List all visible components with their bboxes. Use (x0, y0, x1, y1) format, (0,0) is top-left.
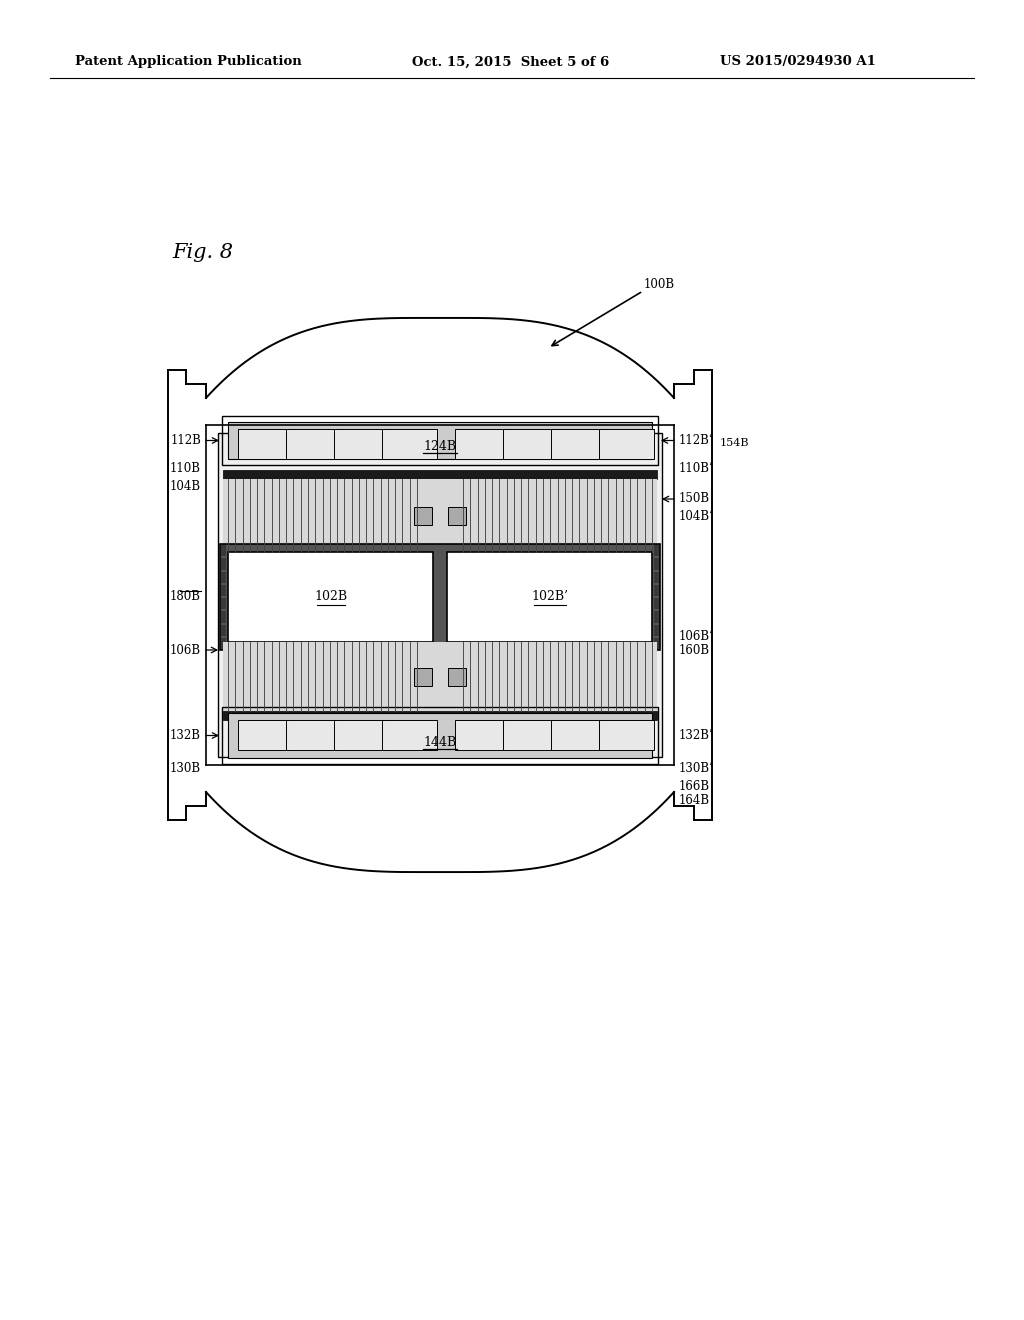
Bar (503, 719, 558, 750)
Bar (654, 558, 659, 569)
Text: 164B: 164B (679, 793, 710, 807)
Text: Patent Application Publication: Patent Application Publication (75, 55, 302, 69)
Text: 132B: 132B (170, 729, 201, 742)
Bar (228, 713, 652, 758)
Bar (654, 585, 659, 597)
Bar (414, 507, 432, 524)
Text: 100B: 100B (644, 279, 675, 292)
Bar (223, 470, 657, 479)
Text: Fig. 8: Fig. 8 (172, 243, 233, 261)
Bar (654, 598, 659, 610)
Bar (286, 429, 341, 459)
Bar (599, 429, 654, 459)
Bar (286, 719, 341, 750)
Bar (238, 429, 293, 459)
Text: 110B’: 110B’ (679, 462, 714, 475)
Text: 104B: 104B (170, 480, 201, 494)
Bar (382, 719, 437, 750)
Bar (447, 552, 652, 642)
Bar (228, 422, 652, 459)
Bar (221, 598, 226, 610)
Bar (654, 545, 659, 556)
Bar (654, 611, 659, 623)
Bar (221, 624, 226, 636)
Bar (220, 544, 660, 649)
Bar (221, 585, 226, 597)
Bar (551, 429, 606, 459)
Text: 132B’: 132B’ (679, 729, 714, 742)
Bar (654, 638, 659, 649)
Bar (228, 552, 433, 642)
Bar (654, 572, 659, 582)
Text: 102B’: 102B’ (531, 590, 568, 603)
Bar (334, 429, 389, 459)
Bar (334, 719, 389, 750)
Text: 102B: 102B (314, 590, 347, 603)
Bar (503, 429, 558, 459)
Text: 130B: 130B (170, 762, 201, 775)
Bar (223, 479, 657, 552)
Bar (221, 611, 226, 623)
Text: 104B’: 104B’ (679, 511, 714, 524)
Text: 106B’: 106B’ (679, 631, 714, 644)
Bar (654, 624, 659, 636)
Bar (382, 429, 437, 459)
Bar (449, 668, 466, 685)
Bar (551, 719, 606, 750)
Bar (455, 719, 510, 750)
Bar (223, 711, 657, 719)
Bar (414, 668, 432, 685)
Bar (218, 433, 662, 756)
Bar (222, 708, 658, 764)
Bar (599, 719, 654, 750)
Text: 166B: 166B (679, 780, 710, 792)
Bar (222, 416, 658, 465)
Bar (221, 545, 226, 556)
Text: 112B: 112B (170, 434, 201, 447)
Text: US 2015/0294930 A1: US 2015/0294930 A1 (720, 55, 876, 69)
Text: 180B: 180B (170, 590, 201, 603)
Text: 124B: 124B (424, 441, 457, 454)
Bar (455, 429, 510, 459)
Text: 112B’: 112B’ (679, 434, 714, 447)
Text: 144B: 144B (423, 737, 457, 750)
Bar (223, 642, 657, 711)
Bar (449, 507, 466, 524)
Bar (238, 719, 293, 750)
Bar (221, 572, 226, 582)
Text: 106B: 106B (170, 644, 201, 656)
Text: 150B: 150B (679, 492, 710, 506)
Bar (221, 558, 226, 569)
Text: 110B: 110B (170, 462, 201, 475)
Bar (221, 638, 226, 649)
Text: 154B: 154B (720, 438, 750, 447)
Text: 160B: 160B (679, 644, 710, 656)
Text: Oct. 15, 2015  Sheet 5 of 6: Oct. 15, 2015 Sheet 5 of 6 (412, 55, 609, 69)
Text: 130B’: 130B’ (679, 762, 714, 775)
